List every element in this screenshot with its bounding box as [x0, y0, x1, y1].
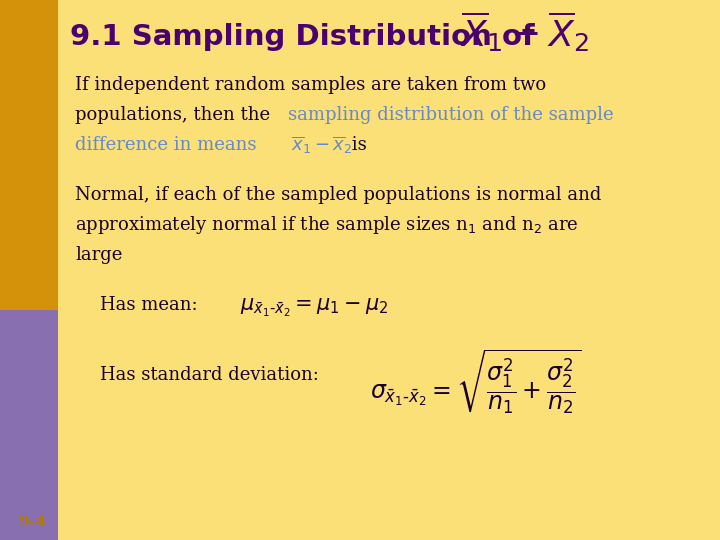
Text: large: large: [75, 246, 122, 264]
Text: $\mu_{\bar{x}_1\text{-}\bar{x}_2} = \mu_1 - \mu_2$: $\mu_{\bar{x}_1\text{-}\bar{x}_2} = \mu_…: [240, 297, 389, 319]
Text: populations, then the: populations, then the: [75, 106, 276, 124]
Text: Normal, if each of the sampled populations is normal and: Normal, if each of the sampled populatio…: [75, 186, 601, 204]
Text: $\overline{x}_1 - \overline{x}_2$: $\overline{x}_1 - \overline{x}_2$: [291, 134, 353, 156]
Text: $\sigma_{\bar{x}_1\text{-}\bar{x}_2} = \sqrt{\dfrac{\sigma_1^2}{n_1} + \dfrac{\s: $\sigma_{\bar{x}_1\text{-}\bar{x}_2} = \…: [370, 348, 581, 416]
Text: 9-4: 9-4: [18, 515, 45, 529]
Text: is: is: [346, 136, 366, 154]
Text: 9.1 Sampling Distribution of: 9.1 Sampling Distribution of: [70, 23, 535, 51]
Text: $\overline{X}_1 - \overline{X}_2$: $\overline{X}_1 - \overline{X}_2$: [460, 10, 589, 55]
Text: Has mean:: Has mean:: [100, 296, 197, 314]
Text: sampling distribution of the sample: sampling distribution of the sample: [288, 106, 613, 124]
Text: If independent random samples are taken from two: If independent random samples are taken …: [75, 76, 546, 94]
Text: Has standard deviation:: Has standard deviation:: [100, 366, 319, 384]
Bar: [0, 0, 58, 540]
Bar: [0, 310, 58, 540]
Text: difference in means: difference in means: [75, 136, 262, 154]
Text: approximately normal if the sample sizes n$_1$ and n$_2$ are: approximately normal if the sample sizes…: [75, 214, 579, 236]
